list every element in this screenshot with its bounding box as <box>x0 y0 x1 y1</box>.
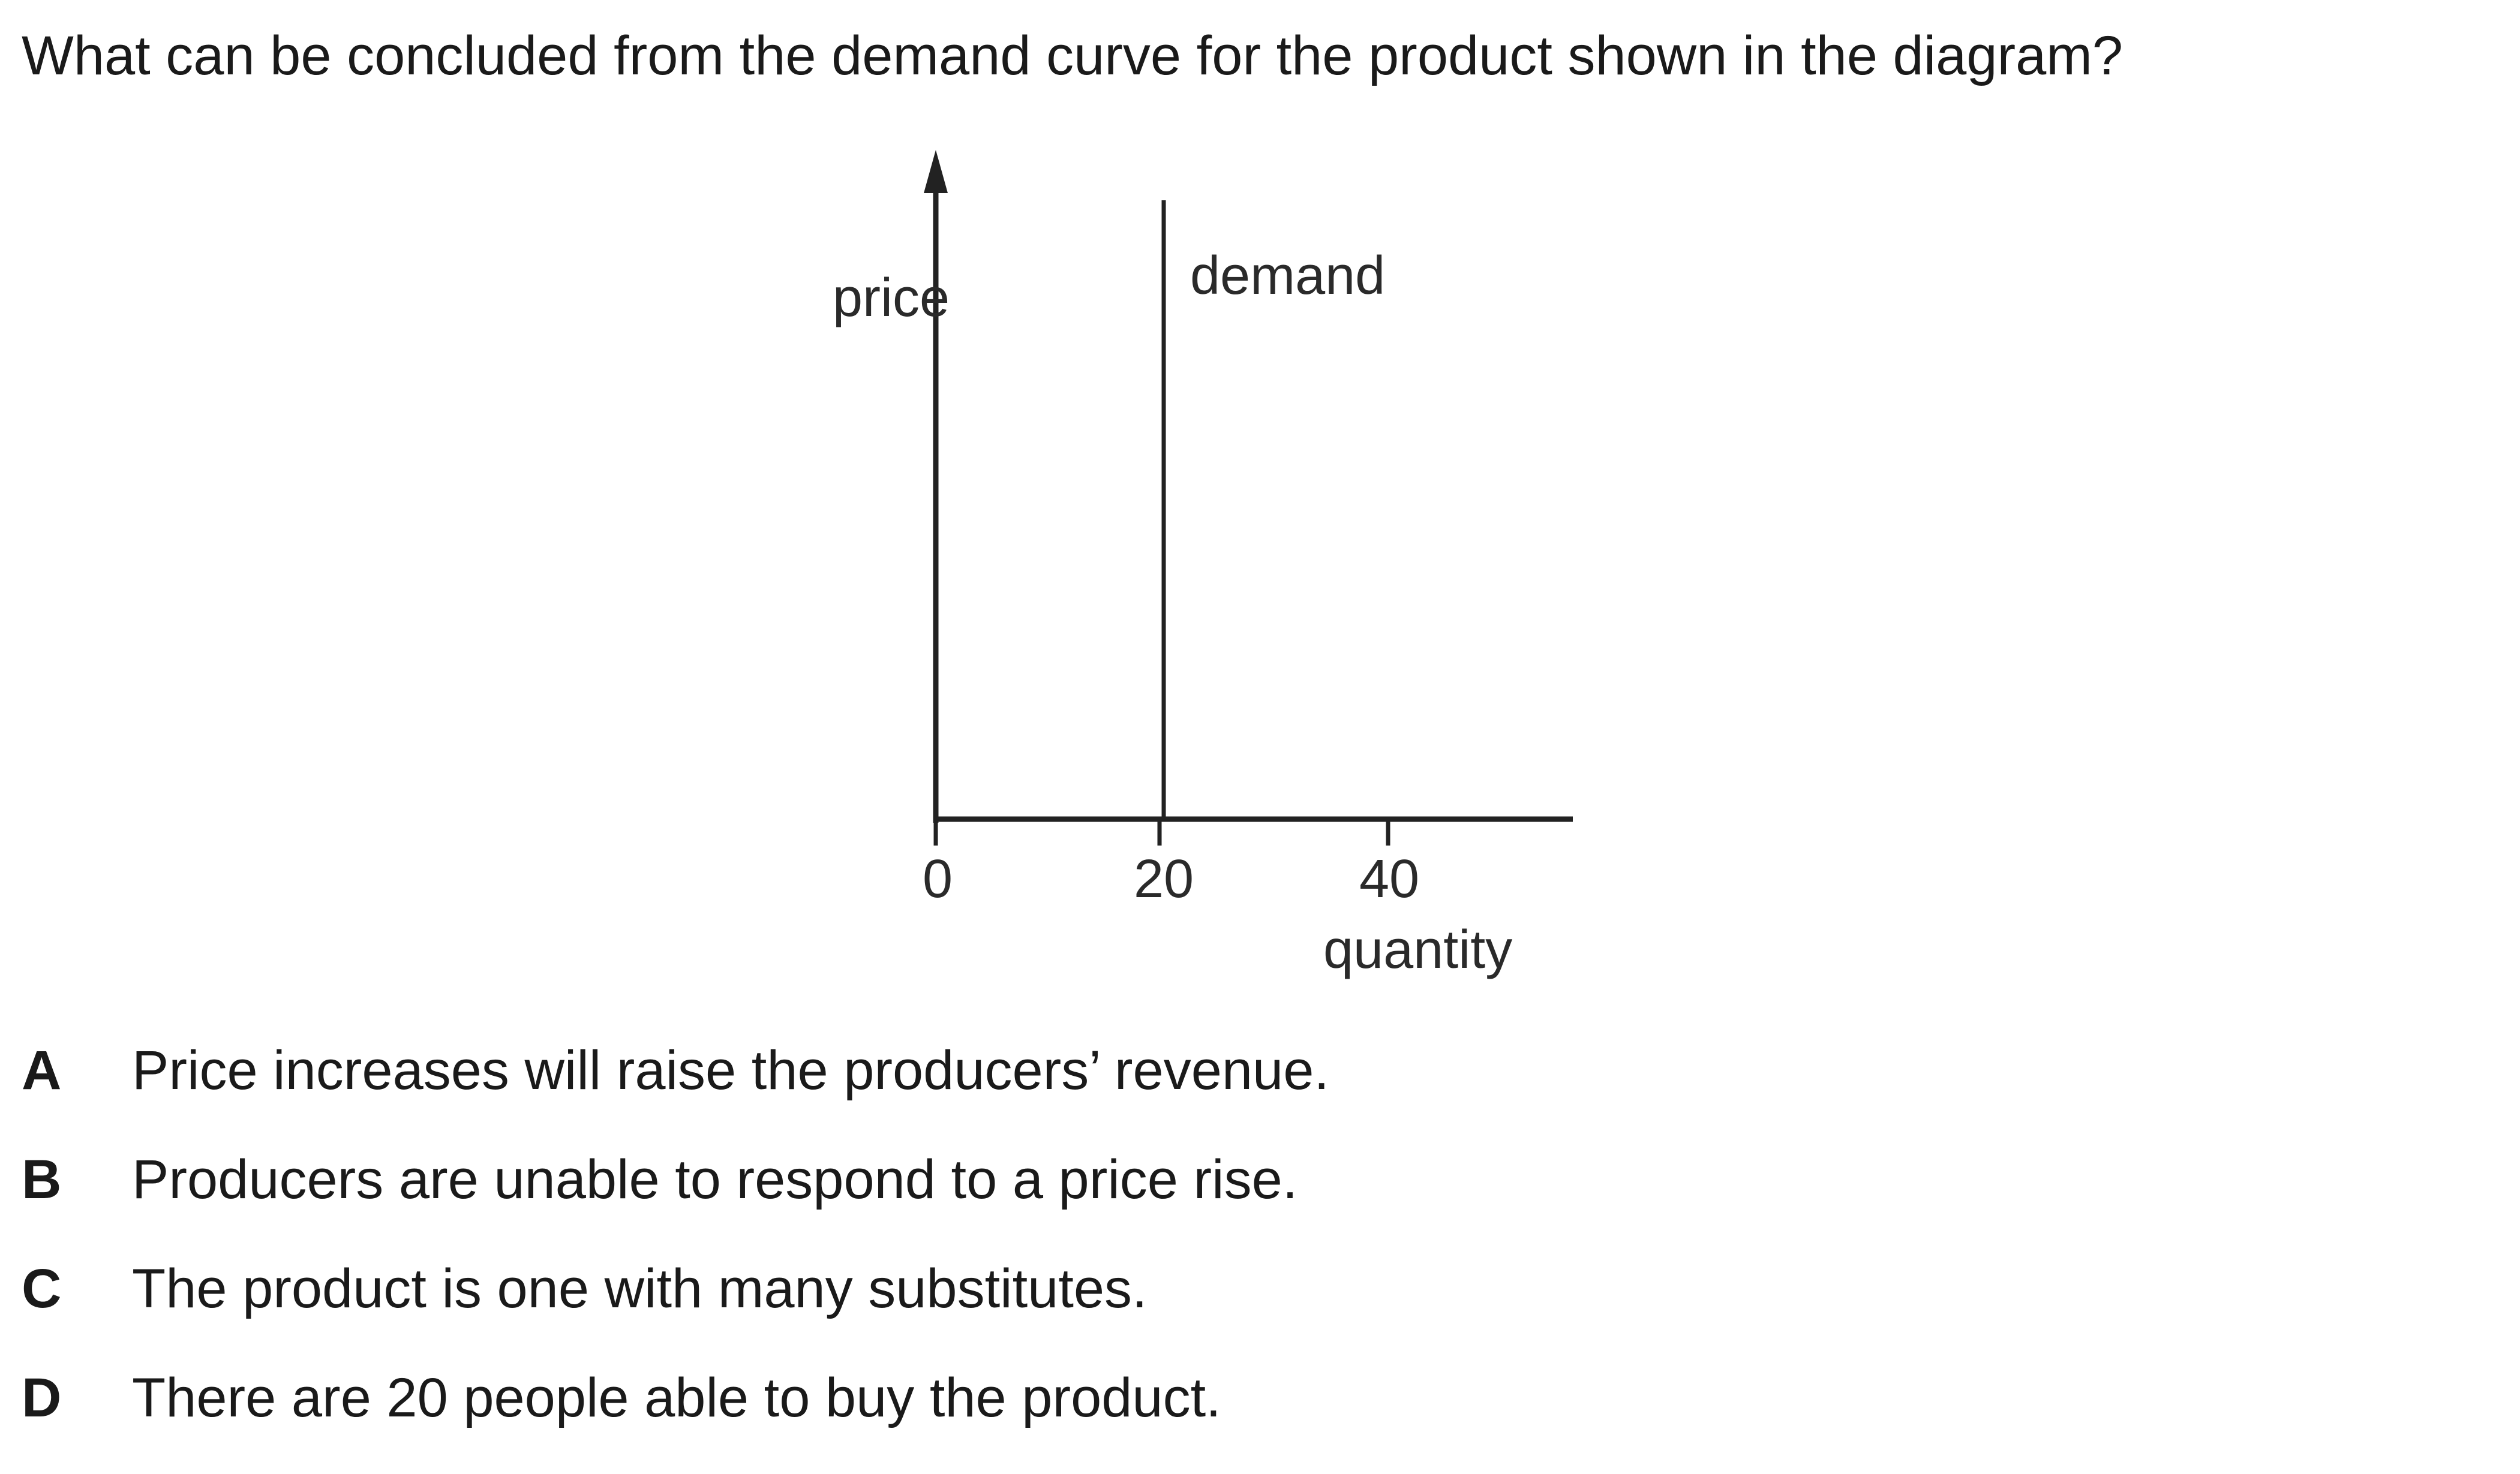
question-text: What can be concluded from the demand cu… <box>22 25 2123 86</box>
option-letter: C <box>22 1258 62 1319</box>
option-letter: B <box>22 1149 62 1210</box>
price-axis-arrow <box>924 150 948 193</box>
option-d[interactable]: D There are 20 people able to buy the pr… <box>22 1365 2481 1474</box>
option-text: Price increases will raise the producers… <box>132 1040 1329 1101</box>
option-a[interactable]: A Price increases will raise the produce… <box>22 1037 2481 1147</box>
option-text: Producers are unable to respond to a pri… <box>132 1149 1298 1210</box>
option-text: The product is one with many substitutes… <box>132 1258 1148 1319</box>
option-b[interactable]: B Producers are unable to respond to a p… <box>22 1147 2481 1256</box>
x-tick-label-20: 20 <box>1134 849 1194 909</box>
answer-options: A Price increases will raise the produce… <box>22 1037 2481 1474</box>
option-letter: D <box>22 1367 62 1428</box>
demand-curve-label: demand <box>1190 246 1385 306</box>
x-tick-label-0: 0 <box>923 849 953 909</box>
option-text: There are 20 people able to buy the prod… <box>132 1367 1221 1428</box>
quantity-axis-label: quantity <box>1323 920 1512 980</box>
x-tick-label-40: 40 <box>1359 849 1419 909</box>
option-letter: A <box>22 1040 62 1101</box>
demand-diagram: price demand 0 20 40 quantity <box>833 150 1573 980</box>
option-c[interactable]: C The product is one with many substitut… <box>22 1256 2481 1365</box>
price-axis-label: price <box>833 268 950 328</box>
